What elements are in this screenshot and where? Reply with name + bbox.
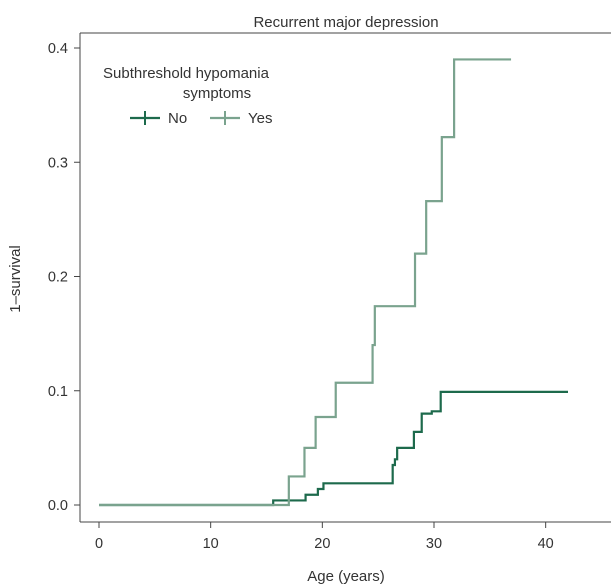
legend-entries: No Yes [130,110,272,127]
y-tick-label: 0.0 [48,498,68,514]
x-tick-label: 10 [203,536,219,552]
legend-label: No [168,110,187,127]
y-tick-label: 0.2 [48,270,68,286]
x-axis-title: Age (years) [307,568,385,585]
x-tick-label: 40 [538,536,554,552]
y-axis: 0.0 0.1 0.2 0.3 0.4 [48,41,80,514]
legend: Subthreshold hypomania symptoms No Yes [103,65,272,127]
series-line-no [99,390,568,507]
y-tick-label: 0.4 [48,41,68,57]
legend-label: Yes [248,110,272,127]
legend-title-line1: Subthreshold hypomania [103,65,270,82]
x-tick-label: 0 [95,536,103,552]
plot-frame [79,32,611,523]
series-line-yes [99,58,512,507]
legend-entry-yes: Yes [210,110,272,127]
y-axis-title: 1–survival [7,245,24,313]
series-layer [99,58,568,507]
y-tick-label: 0.3 [48,155,68,171]
chart-title: Recurrent major depression [253,14,438,31]
legend-entry-no: No [130,110,187,127]
y-tick-label: 0.1 [48,384,68,400]
legend-title-line2: symptoms [183,85,251,102]
x-tick-label: 20 [314,536,330,552]
x-tick-label: 30 [426,536,442,552]
x-axis: 0 10 20 30 40 [95,522,554,552]
